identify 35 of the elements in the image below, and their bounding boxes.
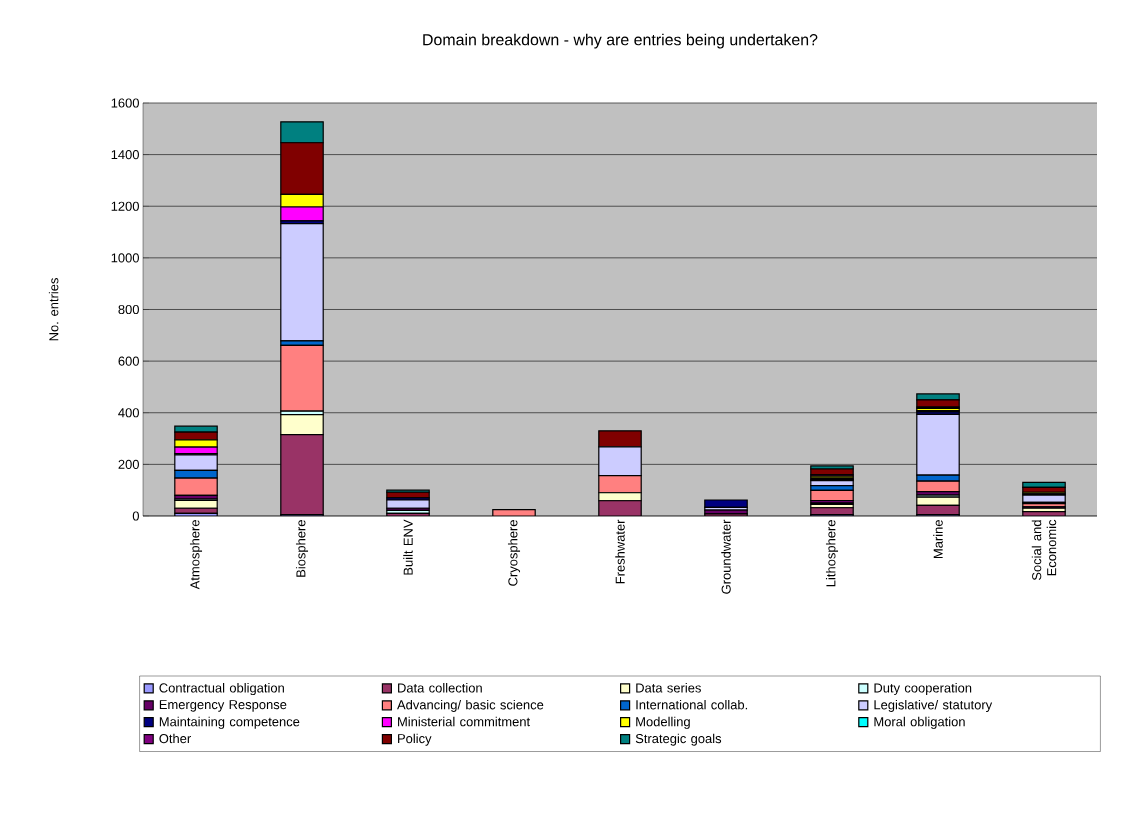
x-tick-label: Social and Economic — [1031, 519, 1057, 581]
y-tick-label: 1000 — [111, 253, 139, 263]
x-tick-label: Freshwater — [615, 519, 625, 584]
y-tick-label: 800 — [118, 304, 139, 315]
legend-label: Policy — [398, 733, 432, 746]
x-tick-label: Groundwater — [721, 519, 731, 594]
y-tick-label: 1400 — [111, 150, 139, 160]
legend-label: Data series — [636, 683, 701, 693]
y-tick-label: 1200 — [111, 201, 139, 211]
legend-label: Data collection — [398, 683, 482, 693]
y-axis-title: No. entries — [48, 278, 59, 341]
y-tick-label: 1600 — [111, 98, 139, 108]
legend-label: Moral obligation — [874, 716, 965, 729]
y-tick-label: 200 — [118, 459, 139, 469]
legend-label: Advancing/ basic science — [397, 699, 544, 712]
x-tick-label: Lithosphere — [825, 520, 839, 587]
legend-label: Maintaining competence — [159, 716, 300, 729]
chart-title: Domain breakdown - why are entries being undertaken? — [423, 33, 818, 49]
legend-label: Legislative/ statutory — [874, 699, 993, 712]
x-tick-label: Marine — [933, 520, 943, 559]
legend-label: International collab. — [636, 699, 748, 710]
x-tick-label: Atmosphere — [189, 520, 203, 590]
x-tick-label: Biosphere — [295, 520, 309, 577]
x-tick-label: Cryosphere — [507, 520, 521, 586]
legend-label: Other — [159, 733, 191, 744]
legend-label: Strategic goals — [635, 733, 722, 746]
legend-label: Modelling — [636, 716, 690, 729]
y-tick-label: 600 — [118, 356, 139, 366]
legend-label: Contractual obligation — [159, 683, 284, 696]
legend-label: Duty cooperation — [874, 683, 972, 696]
x-tick-label: Built ENV — [403, 519, 413, 575]
legend-label: Emergency Response — [159, 700, 287, 712]
y-tick-label: 400 — [118, 408, 139, 418]
legend-label: Ministerial commitment — [398, 716, 531, 727]
y-tick-label: 0 — [132, 511, 139, 521]
